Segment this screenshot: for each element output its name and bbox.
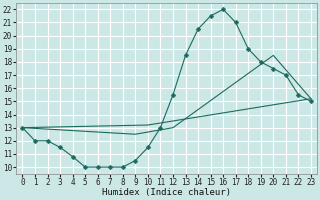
X-axis label: Humidex (Indice chaleur): Humidex (Indice chaleur): [102, 188, 231, 197]
